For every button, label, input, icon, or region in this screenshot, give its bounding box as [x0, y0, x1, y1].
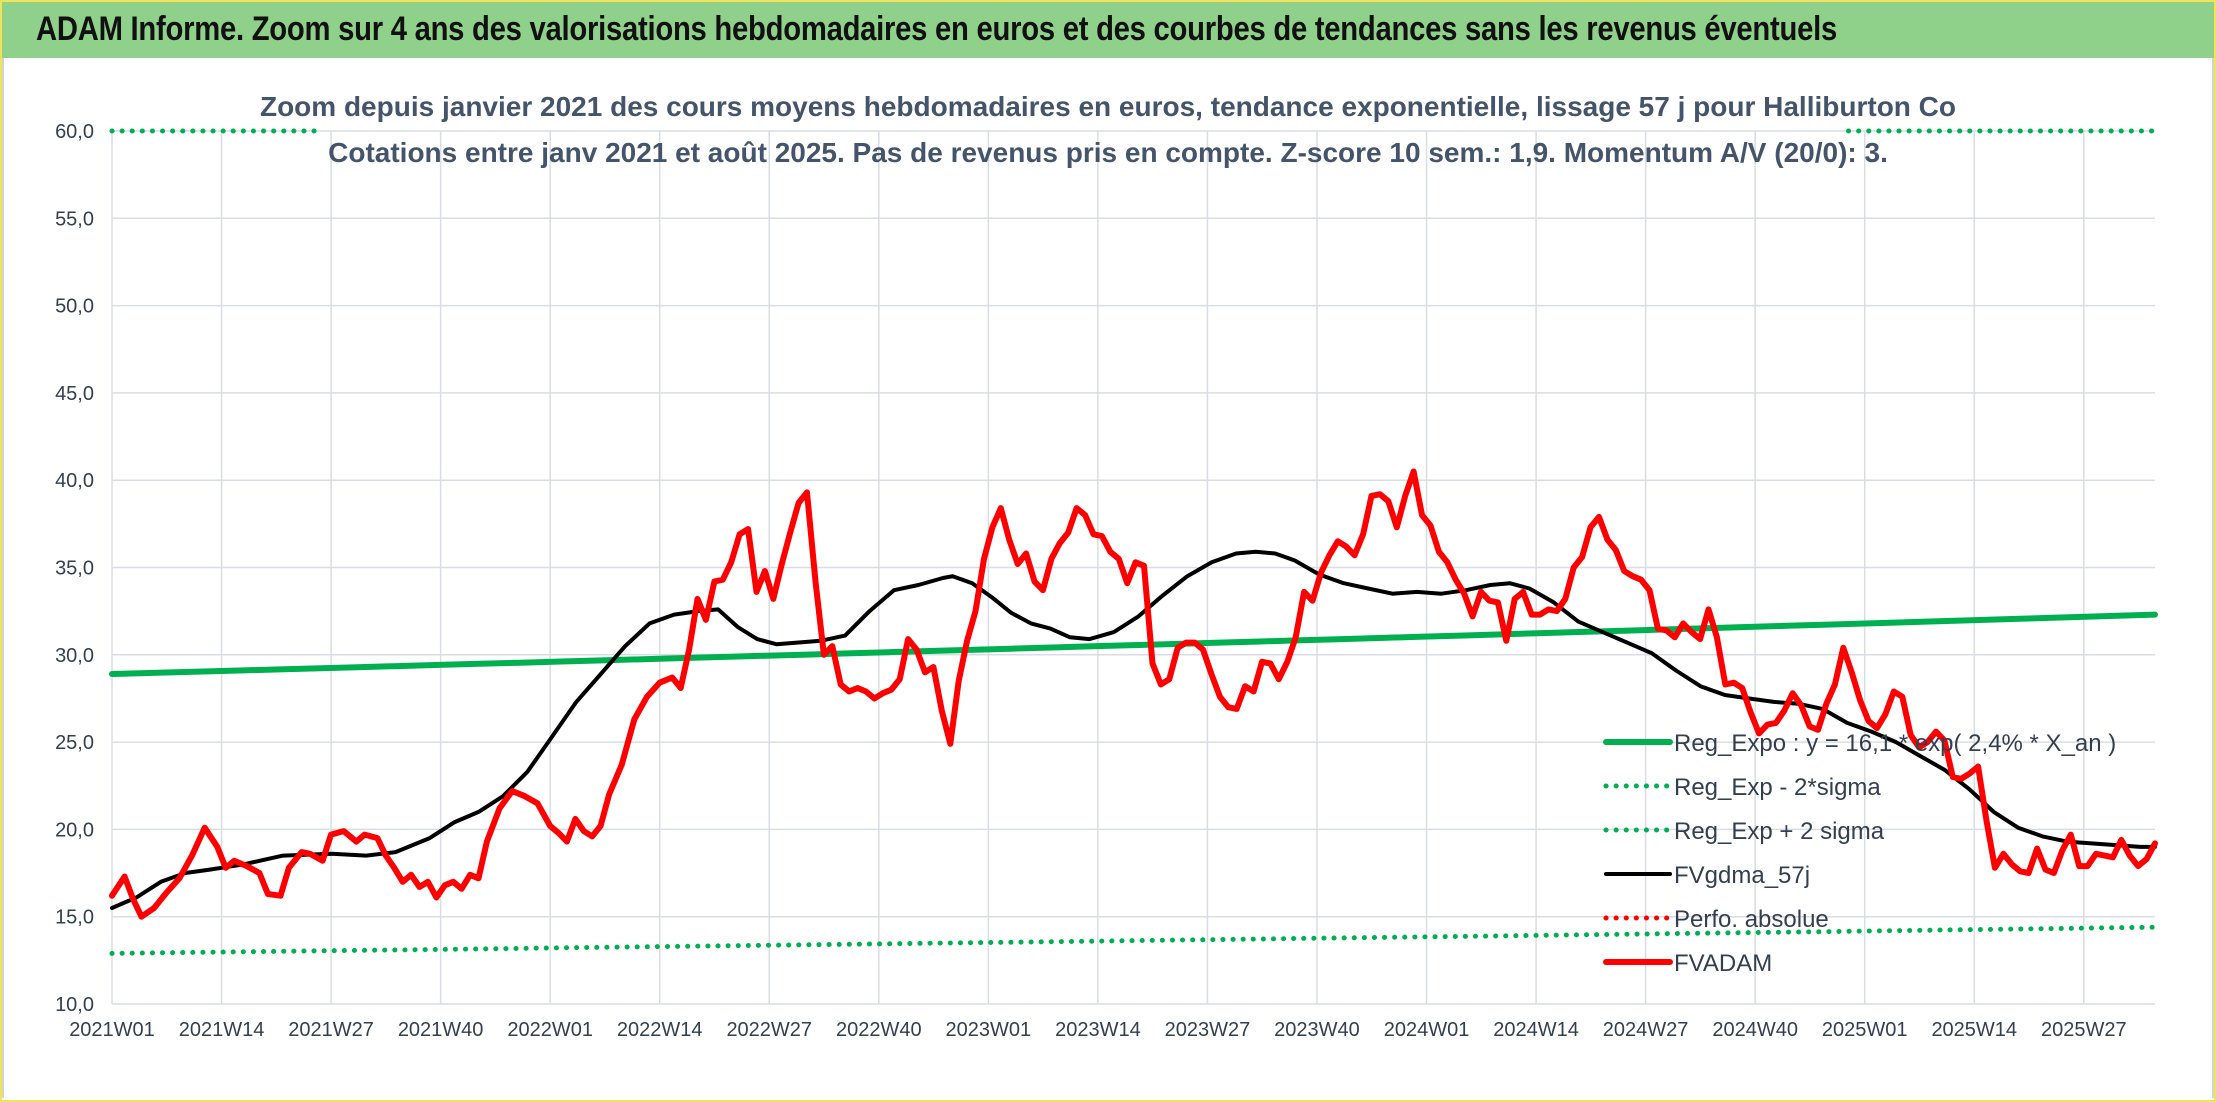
y-tick-label: 60,0: [55, 121, 94, 143]
x-tick-label: 2025W14: [1931, 1019, 2017, 1041]
y-tick-label: 55,0: [55, 208, 94, 230]
x-tick-label: 2022W40: [836, 1019, 922, 1041]
x-tick-label: 2024W01: [1384, 1019, 1470, 1041]
legend-label: Reg_Exp - 2*sigma: [1674, 774, 1881, 801]
x-tick-label: 2021W01: [69, 1019, 155, 1041]
series-line: [109, 611, 2158, 677]
series-line: [109, 468, 2158, 920]
chart-subtitle: Cotations entre janv 2021 et août 2025. …: [328, 137, 1888, 168]
x-tick-label: 2021W40: [398, 1019, 484, 1041]
x-tick-label: 2021W27: [288, 1019, 374, 1041]
y-tick-label: 10,0: [55, 994, 94, 1016]
x-tick-label: 2021W14: [179, 1019, 265, 1041]
y-tick-label: 50,0: [55, 296, 94, 318]
chart-title: Zoom depuis janvier 2021 des cours moyen…: [260, 91, 1956, 122]
x-tick-label: 2024W14: [1493, 1019, 1579, 1041]
x-tick-label: 2025W01: [1822, 1019, 1908, 1041]
x-tick-label: 2022W27: [726, 1019, 812, 1041]
y-tick-label: 30,0: [55, 645, 94, 667]
x-tick-label: 2022W14: [617, 1019, 703, 1041]
series-layer: [109, 128, 2158, 956]
y-tick-label: 35,0: [55, 558, 94, 580]
legend-label: Reg_Exp + 2 sigma: [1674, 818, 1885, 845]
legend-label: Perfo. absolue: [1674, 906, 1829, 933]
y-tick-label: 15,0: [55, 907, 94, 929]
y-tick-label: 45,0: [55, 383, 94, 405]
legend-label: FVgdma_57j: [1674, 862, 1810, 889]
chart-area: [2, 58, 2214, 1098]
page-title: ADAM Informe. Zoom sur 4 ans des valoris…: [36, 10, 1838, 48]
x-tick-label: 2024W40: [1712, 1019, 1798, 1041]
x-tick-label: 2023W14: [1055, 1019, 1141, 1041]
y-tick-label: 40,0: [55, 470, 94, 492]
y-tick-label: 20,0: [55, 819, 94, 841]
x-tick-label: 2025W27: [2041, 1019, 2127, 1041]
legend-label: Reg_Expo : y = 16,1 * exp( 2,4% * X_an ): [1674, 730, 2116, 757]
axis-labels: 10,0 15,0 20,0 25,0 30,0 35,0 40,0 45,0 50,0 55,0…: [55, 121, 2127, 1041]
header-bar: ADAM Informe. Zoom sur 4 ans des valoris…: [2, 2, 2214, 58]
x-tick-label: 2024W27: [1603, 1019, 1689, 1041]
x-tick-label: 2023W01: [946, 1019, 1032, 1041]
legend-label: FVADAM: [1674, 950, 1772, 977]
legend: Reg_Expo : y = 16,1 * exp( 2,4% * X_an )…: [1603, 730, 2116, 977]
x-tick-label: 2023W27: [1165, 1019, 1251, 1041]
x-tick-label: 2023W40: [1274, 1019, 1360, 1041]
y-tick-label: 25,0: [55, 732, 94, 754]
series-line: [109, 924, 2158, 956]
x-tick-label: 2022W01: [507, 1019, 593, 1041]
